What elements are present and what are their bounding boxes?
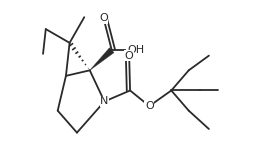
Text: O: O (125, 51, 134, 61)
Polygon shape (90, 48, 114, 70)
Text: O: O (99, 13, 108, 23)
Text: N: N (100, 96, 109, 107)
Text: O: O (145, 101, 154, 111)
Text: OH: OH (127, 45, 144, 55)
